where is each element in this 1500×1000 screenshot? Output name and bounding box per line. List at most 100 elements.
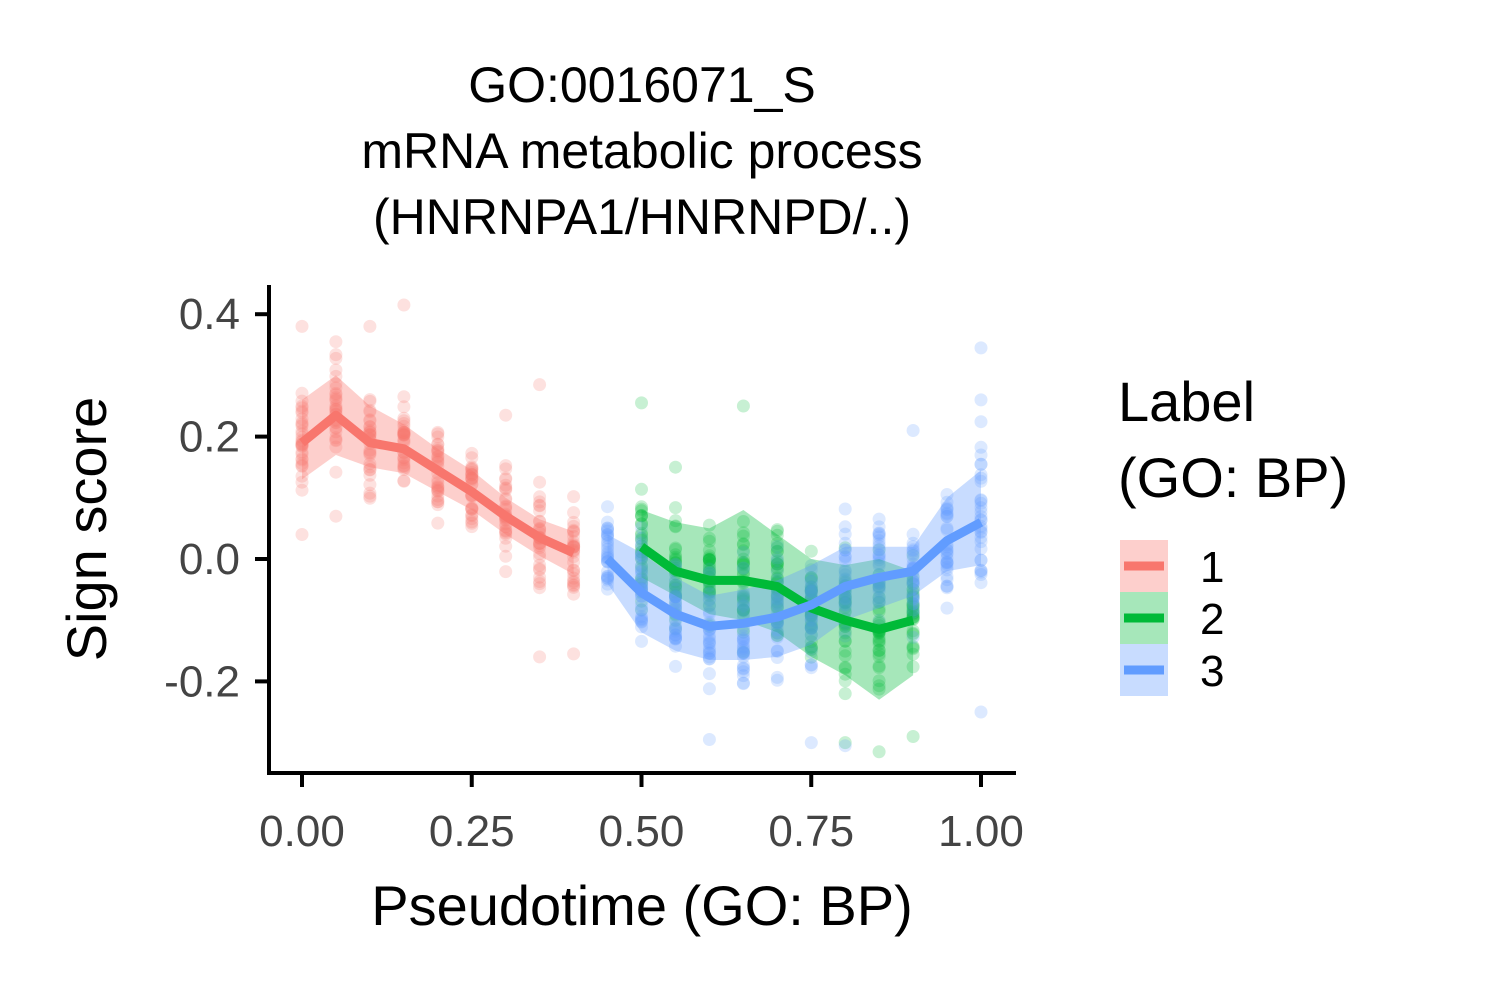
- data-point-series-2: [736, 592, 750, 606]
- data-point-series-1: [363, 478, 377, 492]
- data-point-series-2: [804, 621, 818, 635]
- data-point-series-2: [635, 571, 648, 585]
- data-point-series-1: [431, 444, 445, 458]
- data-point-series-2: [736, 588, 750, 602]
- data-point-series-3: [736, 598, 750, 612]
- data-point-series-2: [736, 591, 750, 605]
- data-point-series-1: [465, 471, 479, 485]
- data-point-series-3: [770, 597, 784, 611]
- data-point-series-3: [804, 587, 818, 601]
- scatter-points: [295, 298, 988, 759]
- data-point-series-1: [329, 401, 343, 415]
- data-point-series-3: [804, 583, 818, 597]
- data-point-series-1: [329, 386, 343, 400]
- data-point-series-2: [838, 736, 852, 750]
- data-point-series-2: [669, 519, 682, 533]
- data-point-series-1: [533, 378, 547, 392]
- data-point-series-2: [736, 529, 750, 543]
- data-point-series-1: [397, 426, 411, 440]
- data-point-series-3: [906, 574, 920, 588]
- data-point-series-1: [533, 504, 547, 518]
- data-point-series-3: [770, 553, 784, 567]
- data-point-series-2: [669, 588, 682, 602]
- data-point-series-1: [329, 392, 343, 406]
- x-tick-label: 0.00: [259, 807, 345, 856]
- data-point-series-1: [363, 491, 377, 505]
- data-point-series-1: [329, 388, 343, 402]
- data-point-series-1: [363, 319, 377, 333]
- data-point-series-3: [736, 599, 750, 613]
- data-point-series-1: [363, 414, 377, 428]
- data-point-series-3: [940, 573, 954, 587]
- data-point-series-1: [397, 459, 411, 472]
- data-point-series-1: [567, 555, 581, 569]
- data-point-series-2: [872, 661, 886, 675]
- data-point-series-3: [906, 591, 920, 605]
- data-point-series-1: [397, 474, 411, 488]
- data-point-series-3: [736, 677, 750, 691]
- data-point-series-1: [329, 421, 343, 435]
- data-point-series-2: [770, 528, 784, 542]
- data-point-series-3: [702, 605, 716, 619]
- data-point-series-1: [397, 298, 411, 312]
- legend-label-2: 2: [1200, 595, 1224, 644]
- data-point-series-1: [329, 425, 343, 439]
- data-point-series-3: [872, 553, 886, 567]
- data-point-series-3: [940, 503, 954, 517]
- data-point-series-1: [533, 563, 547, 577]
- data-point-series-2: [635, 504, 648, 518]
- data-point-series-2: [702, 518, 716, 532]
- data-point-series-1: [431, 493, 445, 506]
- plot-area: [295, 298, 988, 759]
- data-point-series-3: [906, 543, 920, 557]
- data-point-series-3: [702, 652, 716, 666]
- x-tick-label: 1.00: [938, 807, 1024, 856]
- data-point-series-2: [669, 578, 682, 592]
- data-point-series-3: [872, 594, 886, 607]
- data-point-series-2: [872, 590, 886, 604]
- data-point-series-3: [906, 592, 920, 606]
- data-point-series-1: [295, 445, 309, 459]
- data-point-series-3: [736, 665, 750, 679]
- data-point-series-1: [363, 394, 377, 408]
- data-point-series-2: [702, 589, 716, 602]
- data-point-series-2: [736, 537, 750, 551]
- data-point-series-1: [431, 498, 445, 512]
- data-point-series-3: [702, 635, 716, 649]
- data-point-series-1: [465, 467, 479, 481]
- data-point-series-3: [770, 644, 784, 658]
- data-point-series-3: [974, 468, 988, 482]
- data-point-series-3: [669, 639, 682, 653]
- data-point-series-3: [635, 568, 648, 582]
- data-point-series-2: [804, 640, 818, 654]
- data-point-series-3: [872, 537, 886, 551]
- data-point-series-2: [838, 593, 852, 607]
- data-point-series-1: [465, 508, 479, 522]
- data-point-series-2: [702, 553, 716, 567]
- data-point-series-1: [295, 459, 309, 472]
- data-point-series-2: [770, 544, 784, 558]
- data-point-series-1: [567, 564, 581, 578]
- data-point-series-3: [736, 676, 750, 690]
- data-point-series-3: [872, 539, 886, 553]
- data-point-series-3: [770, 599, 784, 613]
- data-point-series-3: [601, 524, 614, 538]
- data-point-series-2: [736, 558, 750, 572]
- data-point-series-3: [940, 501, 954, 514]
- data-point-series-1: [363, 445, 377, 459]
- data-point-series-1: [363, 405, 377, 419]
- data-point-series-3: [770, 551, 784, 565]
- data-point-series-2: [906, 606, 920, 619]
- data-point-series-3: [736, 644, 750, 657]
- data-point-series-1: [533, 475, 547, 489]
- data-point-series-2: [872, 595, 886, 609]
- data-point-series-2: [669, 520, 682, 534]
- data-point-series-3: [872, 582, 886, 596]
- data-point-series-3: [974, 494, 988, 507]
- data-point-series-2: [702, 543, 716, 557]
- data-point-series-2: [804, 643, 818, 656]
- data-point-series-3: [770, 623, 784, 637]
- data-point-series-3: [804, 613, 818, 627]
- data-point-series-1: [567, 525, 581, 539]
- data-point-series-2: [906, 602, 920, 616]
